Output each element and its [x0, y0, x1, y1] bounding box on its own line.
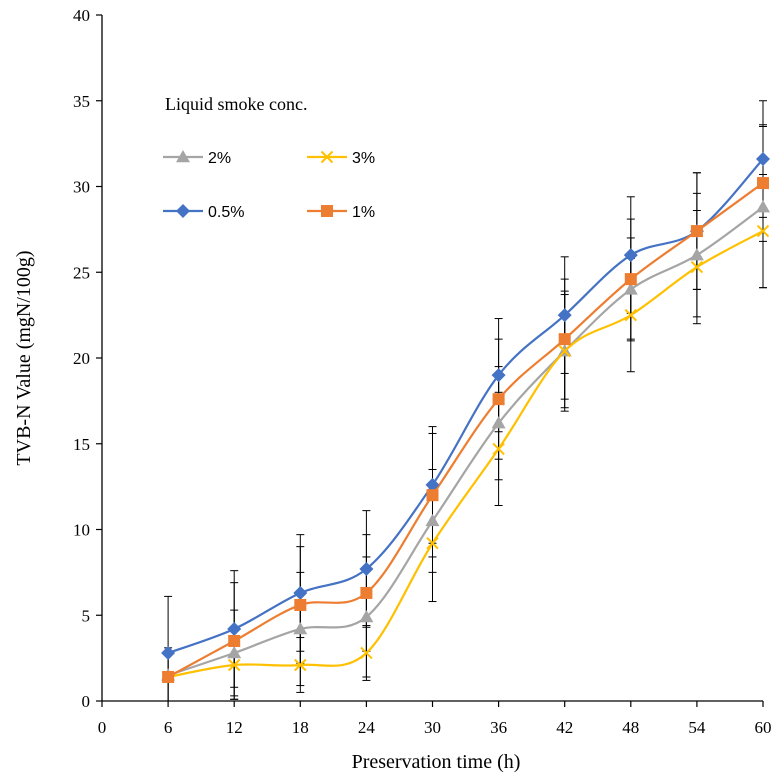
x-marker-stroke [227, 658, 241, 672]
data-point [359, 609, 374, 623]
legend-label: 2% [208, 150, 231, 167]
data-point [756, 224, 770, 238]
data-point [558, 344, 571, 358]
data-point [227, 621, 242, 636]
legend-label: 3% [352, 150, 375, 167]
data-point [558, 333, 571, 346]
y-tick-label: 0 [82, 692, 91, 711]
legend-swatch-marker [176, 150, 190, 163]
x-tick-label: 48 [622, 718, 639, 737]
y-tick-label: 40 [73, 6, 90, 25]
x-marker-stroke [558, 344, 571, 358]
axes: 0 5 10 15 20 25 30 35 40 0 6 12 18 24 30 36 42 48 54 60 [73, 6, 772, 737]
x-tick-label: 60 [755, 718, 772, 737]
data-point [228, 634, 241, 647]
data-point [359, 561, 374, 576]
error-bars [164, 100, 767, 702]
y-tick-label: 20 [73, 349, 90, 368]
x-tick-label: 18 [292, 718, 309, 737]
x-marker-stroke [690, 260, 704, 274]
series-line [167, 230, 764, 679]
legend-label: 1% [352, 204, 375, 221]
x-marker-stroke [294, 658, 307, 672]
data-point [690, 225, 703, 238]
data-point [227, 645, 242, 659]
legend: Liquid smoke conc. 2% 3% 0.5% 1% [163, 94, 375, 221]
data-point [425, 513, 440, 527]
data-point [227, 658, 241, 672]
series-line [167, 206, 764, 677]
data-point [756, 152, 770, 167]
data-point [293, 585, 308, 600]
x-tick-label: 36 [490, 718, 507, 737]
x-marker-stroke [320, 150, 334, 164]
y-axis-title: TVB-N Value (mgN/100g) [13, 250, 35, 465]
data-point [426, 537, 439, 550]
y-tick-label: 35 [73, 92, 90, 111]
data-point [294, 598, 307, 611]
data-point [294, 658, 307, 672]
y-tick-label: 10 [73, 521, 90, 540]
data-point [624, 273, 637, 286]
x-marker-stroke [426, 537, 439, 550]
data-point [623, 248, 638, 263]
y-tick-label: 15 [73, 435, 90, 454]
data-point [293, 621, 308, 635]
data-point [557, 308, 572, 323]
y-tick-label: 25 [73, 263, 90, 282]
data-point [690, 260, 704, 274]
x-marker-stroke [492, 442, 505, 456]
data-point [491, 368, 506, 383]
data-point [623, 282, 638, 295]
x-tick-label: 24 [358, 718, 376, 737]
series-markers [161, 152, 770, 684]
data-point [425, 477, 440, 492]
data-point [360, 646, 373, 660]
data-point [689, 248, 704, 261]
x-tick-label: 12 [226, 718, 243, 737]
series-lines [167, 158, 764, 679]
data-point [426, 489, 439, 502]
legend-swatch-marker [176, 204, 190, 218]
x-tick-label: 54 [688, 718, 706, 737]
x-tick-label: 30 [424, 718, 441, 737]
series-line [167, 182, 764, 678]
data-point [756, 200, 770, 213]
data-point [757, 177, 769, 190]
legend-swatch-marker [320, 150, 334, 164]
data-point [492, 393, 505, 406]
x-axis-title: Preservation time (h) [352, 751, 521, 773]
data-point [162, 670, 175, 683]
x-tick-label: 42 [556, 718, 573, 737]
x-marker-stroke [756, 224, 770, 238]
y-tick-label: 30 [73, 178, 90, 197]
series-line [167, 158, 764, 655]
y-tick-label: 5 [82, 606, 91, 625]
data-point [360, 586, 373, 599]
legend-title: Liquid smoke conc. [165, 94, 307, 114]
data-point [492, 442, 505, 456]
legend-swatch-marker [321, 205, 333, 217]
x-tick-label: 6 [164, 718, 173, 737]
x-marker-stroke [360, 646, 373, 660]
data-point [161, 645, 176, 660]
x-marker-stroke [624, 308, 638, 322]
data-point [491, 416, 506, 429]
legend-label: 0.5% [208, 204, 244, 221]
data-point [624, 308, 638, 322]
x-tick-label: 0 [98, 718, 107, 737]
